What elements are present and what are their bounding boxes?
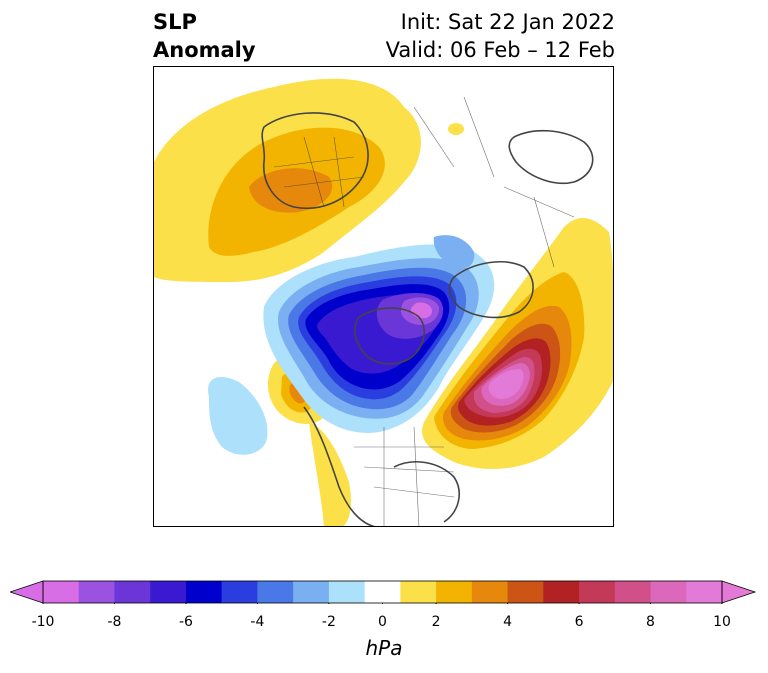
colorbar-unit: hPa <box>365 636 403 660</box>
colorbar-tick-label: 4 <box>503 614 513 630</box>
colorbar-cell <box>471 581 509 603</box>
colorbar-tick-label: 8 <box>646 614 655 630</box>
colorbar-tick-label: -4 <box>250 614 265 630</box>
colorbar-tick-label: 0 <box>378 614 387 630</box>
colorbar-cell <box>150 581 187 603</box>
colorbar-extend-low <box>10 580 44 604</box>
colorbar-cell <box>579 581 616 603</box>
colorbar-tick-label: -10 <box>31 614 55 630</box>
borders <box>273 96 575 526</box>
colorbar <box>10 580 757 604</box>
colorbar-cell <box>650 581 687 603</box>
valid-range: Valid: 06 Feb – 12 Feb <box>385 38 615 62</box>
run-info: Init: Sat 22 Jan 2022 Valid: 06 Feb – 12… <box>386 8 615 64</box>
anomaly-map <box>154 67 613 526</box>
colorbar-cell <box>507 581 544 603</box>
colorbar-tick-label: -6 <box>178 614 193 630</box>
colorbar-cell <box>43 581 80 603</box>
colorbar-cell <box>114 581 151 603</box>
arctic-low <box>263 235 495 433</box>
title-line-2: Anomaly <box>153 38 256 62</box>
title-line-1: SLP <box>153 10 197 34</box>
colorbar-tick-label: -2 <box>321 614 336 630</box>
colorbar-cell <box>436 581 473 603</box>
colorbar-cell <box>686 581 723 603</box>
atlantic-high <box>422 218 613 469</box>
map-title: SLP Anomaly <box>153 8 256 64</box>
pacific-low <box>208 377 268 455</box>
colorbar-cell <box>257 581 294 603</box>
colorbar-tick-label: 2 <box>431 614 441 630</box>
colorbar-tick-label: -8 <box>107 614 122 630</box>
colorbar-extend-high <box>721 580 757 604</box>
colorbar-cell <box>614 581 652 603</box>
colorbar-cell <box>78 581 115 603</box>
colorbar-cell <box>221 581 258 603</box>
colorbar-cell <box>293 581 330 603</box>
siberia-high <box>154 78 464 282</box>
colorbar-tick-label: 10 <box>713 614 731 630</box>
colorbar-cell <box>328 581 366 603</box>
colorbar-cell <box>185 581 223 603</box>
map-panel <box>153 66 614 527</box>
colorbar-cell <box>543 581 580 603</box>
colorbar-tick-label: 6 <box>574 614 584 630</box>
colorbar-cell <box>400 581 437 603</box>
colorbar-cell <box>364 581 401 603</box>
coastlines <box>261 112 594 526</box>
init-date: Init: Sat 22 Jan 2022 <box>400 10 615 34</box>
